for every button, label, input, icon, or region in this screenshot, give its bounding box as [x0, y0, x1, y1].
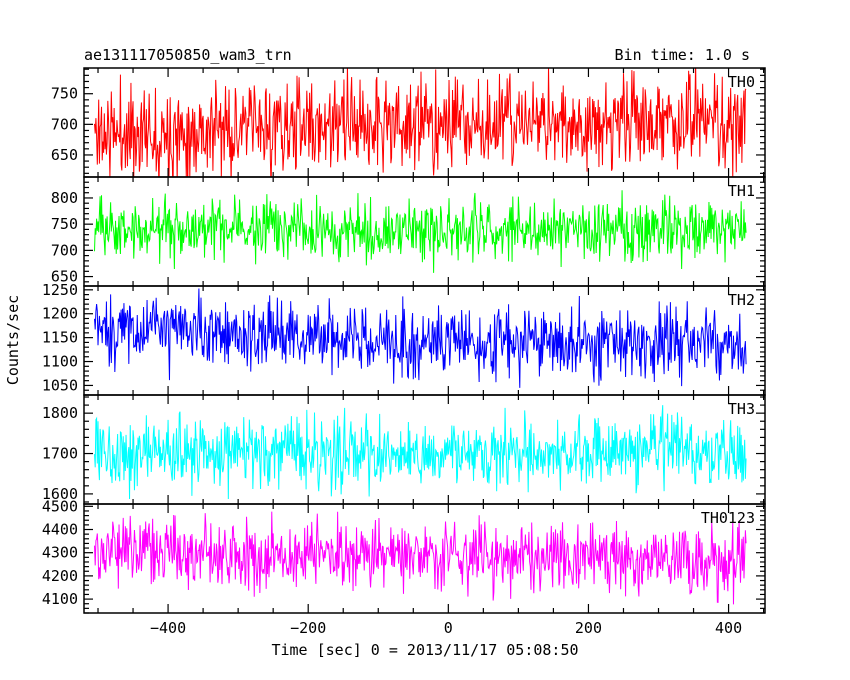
y-tick-label: 750 [51, 85, 78, 103]
x-tick-label: 200 [575, 619, 602, 637]
chart-title-right: Bin time: 1.0 s [615, 46, 750, 64]
x-tick-label: −200 [290, 619, 326, 637]
panel-name-th1: TH1 [728, 182, 755, 200]
y-tick-label: 650 [51, 268, 78, 286]
panel-name-th2: TH2 [728, 291, 755, 309]
series-line-th2 [94, 288, 747, 388]
panel-th2: 1050 1100 1150 1200 1250 TH2 [42, 281, 766, 396]
panel-name-th0: TH0 [728, 73, 755, 91]
y-tick-label: 1050 [42, 376, 78, 394]
chart-title-left: ae131117050850_wam3_trn [84, 46, 292, 64]
x-axis-label: Time [sec] 0 = 2013/11/17 05:08:50 [271, 641, 578, 659]
y-axis-label: Counts/sec [4, 295, 22, 385]
panel-name-th0123: TH0123 [701, 509, 755, 527]
x-tick-label: −400 [150, 619, 186, 637]
panel-th1: 650 700 750 800 TH1 [51, 176, 766, 287]
y-tick-label: 1150 [42, 329, 78, 347]
y-tick-label: 650 [51, 146, 78, 164]
y-tick-label: 1700 [42, 445, 78, 463]
panel-name-th3: TH3 [728, 400, 755, 418]
y-tick-label: 1100 [42, 353, 78, 371]
series-line-th0123 [94, 511, 747, 605]
x-axis: −400 −200 0 200 400 [150, 619, 742, 637]
panel-frame [83, 503, 766, 614]
y-tick-label: 700 [51, 115, 78, 133]
series-line-th0 [94, 68, 747, 177]
y-tick-label: 4300 [42, 544, 78, 562]
x-tick-label: 400 [715, 619, 742, 637]
y-tick-label: 1800 [42, 404, 78, 422]
panel-th3: 1600 1700 1800 TH3 [42, 394, 766, 505]
y-tick-label: 1600 [42, 485, 78, 503]
series-line-th3 [94, 405, 747, 500]
y-tick-label: 4200 [42, 567, 78, 585]
y-tick-label: 750 [51, 215, 78, 233]
y-tick-label: 700 [51, 241, 78, 259]
y-tick-label: 1250 [42, 281, 78, 299]
series-line-th1 [94, 190, 747, 273]
y-tick-label: 4400 [42, 521, 78, 539]
y-tick-label: 4500 [42, 497, 78, 515]
y-tick-label: 4100 [42, 590, 78, 608]
y-tick-label: 1200 [42, 305, 78, 323]
panel-th0: 650 700 750 TH0 [51, 67, 766, 178]
panel-th0123: 4100 4200 4300 4400 4500 TH0123 [42, 497, 766, 614]
y-tick-label: 800 [51, 189, 78, 207]
x-tick-label: 0 [444, 619, 453, 637]
